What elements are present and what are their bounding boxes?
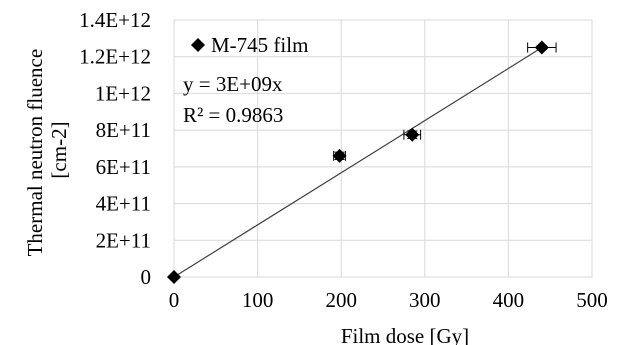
y-axis-title-line-2: [cm-2] [47, 121, 71, 178]
legend-diamond-icon [191, 38, 205, 52]
data-point-diamond [332, 148, 347, 163]
plot-area-border [173, 19, 593, 278]
data-points [167, 40, 549, 284]
data-point-diamond [167, 270, 181, 284]
tick-labels: 0 2E+11 4E+11 6E+11 8E+11 1E+12 1.2E+12 1.4E+12… [79, 8, 608, 312]
y-axis-title-line-1: Thermal neutron fluence [23, 49, 47, 257]
y-tick-label: 1.2E+12 [79, 45, 151, 69]
trendline [173, 45, 545, 278]
y-axis-title: Thermal neutron fluence [cm-2] [23, 44, 71, 257]
y-tick-label: 8E+11 [96, 118, 151, 142]
data-point-diamond [534, 40, 549, 55]
data-point-diamond [405, 127, 420, 142]
x-tick-label: 400 [493, 288, 525, 312]
legend: M-745 film [191, 33, 308, 57]
x-tick-label: 100 [242, 288, 274, 312]
y-tick-label: 4E+11 [96, 192, 151, 216]
trendline-equation: y = 3E+09x [183, 72, 283, 96]
trendline-r2: R² = 0.9863 [183, 103, 283, 127]
x-tick-label: 300 [409, 288, 441, 312]
y-tick-label: 1.4E+12 [79, 8, 151, 32]
y-tick-label: 6E+11 [96, 155, 151, 179]
y-tick-label: 0 [141, 265, 152, 289]
x-tick-label: 0 [169, 288, 180, 312]
y-tick-label: 1E+12 [95, 81, 151, 105]
x-tick-label: 500 [576, 288, 608, 312]
x-axis-title: Film dose [Gy] [341, 324, 469, 345]
y-tick-label: 2E+11 [96, 228, 151, 252]
x-tick-label: 200 [325, 288, 357, 312]
legend-label: M-745 film [211, 33, 308, 57]
trendline-group [173, 45, 545, 278]
